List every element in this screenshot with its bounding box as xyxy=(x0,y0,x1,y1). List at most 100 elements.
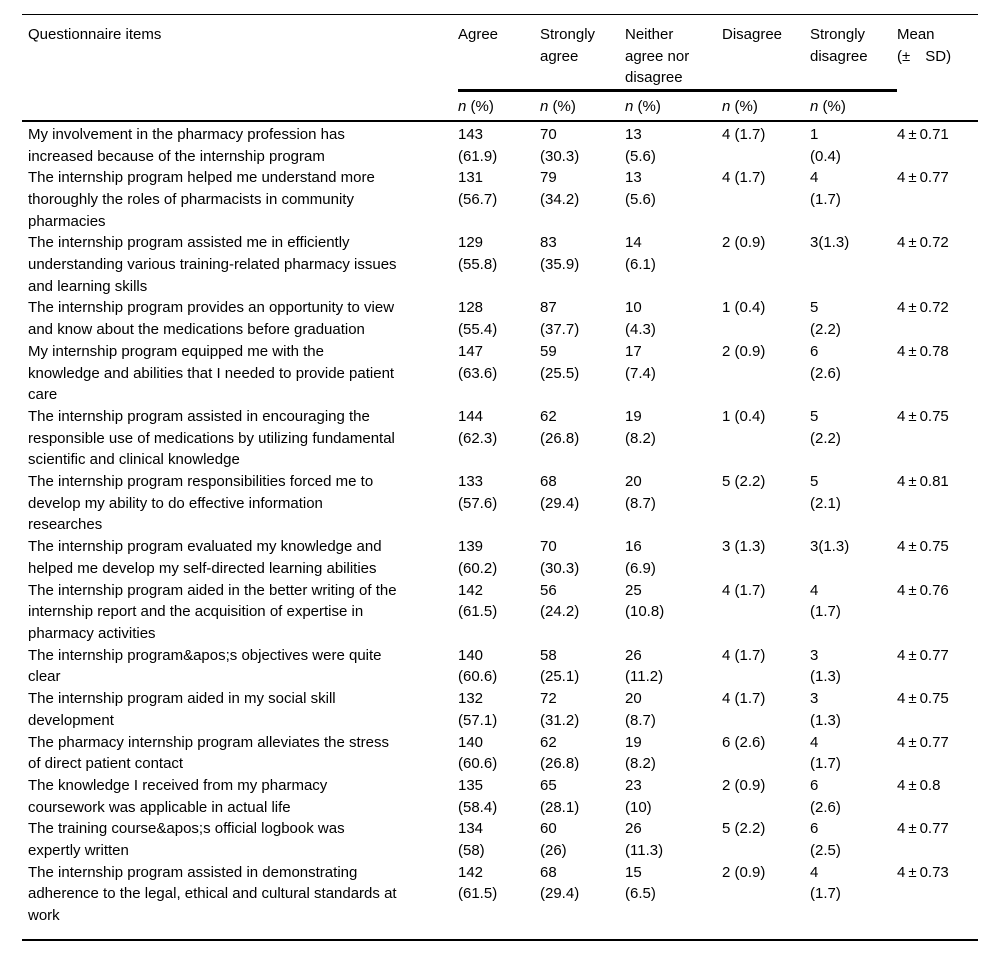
cell-strongly-disagree: 4 (1.7) xyxy=(810,581,841,621)
cell-item: My involvement in the pharmacy professio… xyxy=(28,125,345,165)
cell-disagree: 6 (2.6) xyxy=(722,733,766,751)
column-header-strongly-disagree: Strongly disagree xyxy=(810,14,897,93)
cell-strongly-disagree: 3(1.3) xyxy=(810,538,850,556)
cell-strongly-disagree: 4 (1.7) xyxy=(810,733,841,773)
cell-item: The internship program&apos;s objectives… xyxy=(28,646,382,686)
pct-label: (%) xyxy=(730,98,758,116)
cell-mean: 4 ± 0.8 xyxy=(897,776,941,794)
subheader-empty xyxy=(22,90,458,122)
cell-strongly-disagree: 4 (1.7) xyxy=(810,863,841,903)
cell-strongly-agree: 87 (37.7) xyxy=(540,299,580,339)
cell-disagree: 5 (2.2) xyxy=(722,473,766,491)
cell-item: The pharmacy internship program alleviat… xyxy=(28,733,389,773)
cell-agree: 143 (61.9) xyxy=(458,125,498,165)
cell-strongly-agree: 68 (29.4) xyxy=(540,863,580,903)
cell-strongly-disagree: 6 (2.6) xyxy=(810,342,841,382)
pct-label: (%) xyxy=(466,98,494,116)
subheader-empty xyxy=(897,90,978,122)
cell-strongly-agree: 70 (30.3) xyxy=(540,538,580,577)
cell-strongly-agree: 62 (26.8) xyxy=(540,733,580,773)
table-row: My involvement in the pharmacy professio… xyxy=(22,121,978,167)
cell-strongly-disagree: 5 (2.2) xyxy=(810,299,841,339)
column-header-mean-sd: Mean (± SD) xyxy=(897,26,952,65)
cell-neither: 26 (11.3) xyxy=(625,820,664,860)
cell-strongly-disagree: 1 (0.4) xyxy=(810,125,841,165)
cell-neither: 16 (6.9) xyxy=(625,538,656,577)
cell-mean: 4 ± 0.71 xyxy=(897,125,949,143)
cell-strongly-disagree: 6 (2.5) xyxy=(810,820,841,860)
cell-agree: 133 (57.6) xyxy=(458,473,498,512)
cell-strongly-disagree: 4 (1.7) xyxy=(810,169,841,208)
cell-strongly-disagree: 5 (2.1) xyxy=(810,473,841,512)
cell-item: The internship program evaluated my know… xyxy=(28,538,382,577)
cell-agree: 140 (60.6) xyxy=(458,733,498,773)
table-header: Questionnaire items Agree Strongly agree… xyxy=(22,14,978,122)
pct-label: (%) xyxy=(548,98,576,116)
cell-agree: 140 (60.6) xyxy=(458,646,498,686)
cell-neither: 10 (4.3) xyxy=(625,299,656,339)
n-label: n xyxy=(722,98,731,116)
column-header-neither: Neither agree nor disagree xyxy=(625,14,722,93)
questionnaire-table: Questionnaire items Agree Strongly agree… xyxy=(22,14,978,941)
table-row: The training course&apos;s official logb… xyxy=(22,818,978,861)
cell-strongly-agree: 79 (34.2) xyxy=(540,169,580,208)
table-row: The internship program aided in the bett… xyxy=(22,580,978,645)
cell-neither: 13 (5.6) xyxy=(625,125,656,165)
cell-agree: 132 (57.1) xyxy=(458,690,498,729)
cell-disagree: 5 (2.2) xyxy=(722,820,766,838)
cell-disagree: 3 (1.3) xyxy=(722,538,766,556)
cell-disagree: 4 (1.7) xyxy=(722,690,766,708)
table-row: The internship program assisted in encou… xyxy=(22,406,978,471)
cell-disagree: 4 (1.7) xyxy=(722,646,766,664)
n-label: n xyxy=(458,98,467,116)
cell-mean: 4 ± 0.73 xyxy=(897,863,949,881)
cell-neither: 13 (5.6) xyxy=(625,169,656,208)
table-row: The internship program assisted me in ef… xyxy=(22,232,978,297)
table-row: The internship program aided in my socia… xyxy=(22,688,978,731)
cell-agree: 131 (56.7) xyxy=(458,169,498,208)
cell-mean: 4 ± 0.78 xyxy=(897,342,949,360)
cell-mean: 4 ± 0.72 xyxy=(897,299,949,317)
column-header-disagree: Disagree xyxy=(722,14,810,93)
table-row: The pharmacy internship program alleviat… xyxy=(22,732,978,775)
cell-mean: 4 ± 0.75 xyxy=(897,407,949,425)
cell-mean: 4 ± 0.77 xyxy=(897,820,949,838)
cell-disagree: 2 (0.9) xyxy=(722,863,766,881)
cell-item: The internship program aided in my socia… xyxy=(28,690,336,729)
cell-disagree: 4 (1.7) xyxy=(722,581,766,599)
cell-neither: 15 (6.5) xyxy=(625,863,656,903)
cell-agree: 142 (61.5) xyxy=(458,863,498,903)
page: { "table": { "columns": [ { "key": "item… xyxy=(0,14,1000,966)
cell-neither: 17 (7.4) xyxy=(625,342,656,382)
table-row: The internship program helped me underst… xyxy=(22,167,978,232)
subheader-n-pct-agree: n (%) xyxy=(458,90,540,122)
n-label: n xyxy=(540,98,549,116)
cell-agree: 147 (63.6) xyxy=(458,342,498,382)
cell-agree: 128 (55.4) xyxy=(458,299,498,339)
cell-item: The internship program assisted in encou… xyxy=(28,407,395,469)
cell-strongly-agree: 58 (25.1) xyxy=(540,646,580,686)
cell-strongly-agree: 65 (28.1) xyxy=(540,776,580,816)
cell-mean: 4 ± 0.72 xyxy=(897,234,949,252)
column-header-agree: Agree xyxy=(458,14,540,93)
cell-neither: 19 (8.2) xyxy=(625,407,656,447)
cell-agree: 144 (62.3) xyxy=(458,407,498,447)
cell-strongly-disagree: 6 (2.6) xyxy=(810,776,841,816)
cell-disagree: 1 (0.4) xyxy=(722,299,766,317)
cell-neither: 26 (11.2) xyxy=(625,646,664,686)
cell-mean: 4 ± 0.76 xyxy=(897,581,949,599)
cell-agree: 129 (55.8) xyxy=(458,234,498,274)
table-row: The internship program evaluated my know… xyxy=(22,536,978,579)
cell-mean: 4 ± 0.77 xyxy=(897,169,949,187)
cell-item: The training course&apos;s official logb… xyxy=(28,820,345,860)
table-row: The internship program provides an oppor… xyxy=(22,297,978,340)
cell-item: The internship program provides an oppor… xyxy=(28,299,395,339)
cell-mean: 4 ± 0.81 xyxy=(897,473,949,491)
cell-strongly-disagree: 5 (2.2) xyxy=(810,407,841,447)
cell-item: The internship program assisted me in ef… xyxy=(28,234,397,295)
cell-strongly-agree: 72 (31.2) xyxy=(540,690,580,729)
n-label: n xyxy=(810,98,819,116)
cell-strongly-agree: 68 (29.4) xyxy=(540,473,580,512)
cell-agree: 142 (61.5) xyxy=(458,581,498,621)
table-row: The knowledge I received from my pharmac… xyxy=(22,775,978,818)
